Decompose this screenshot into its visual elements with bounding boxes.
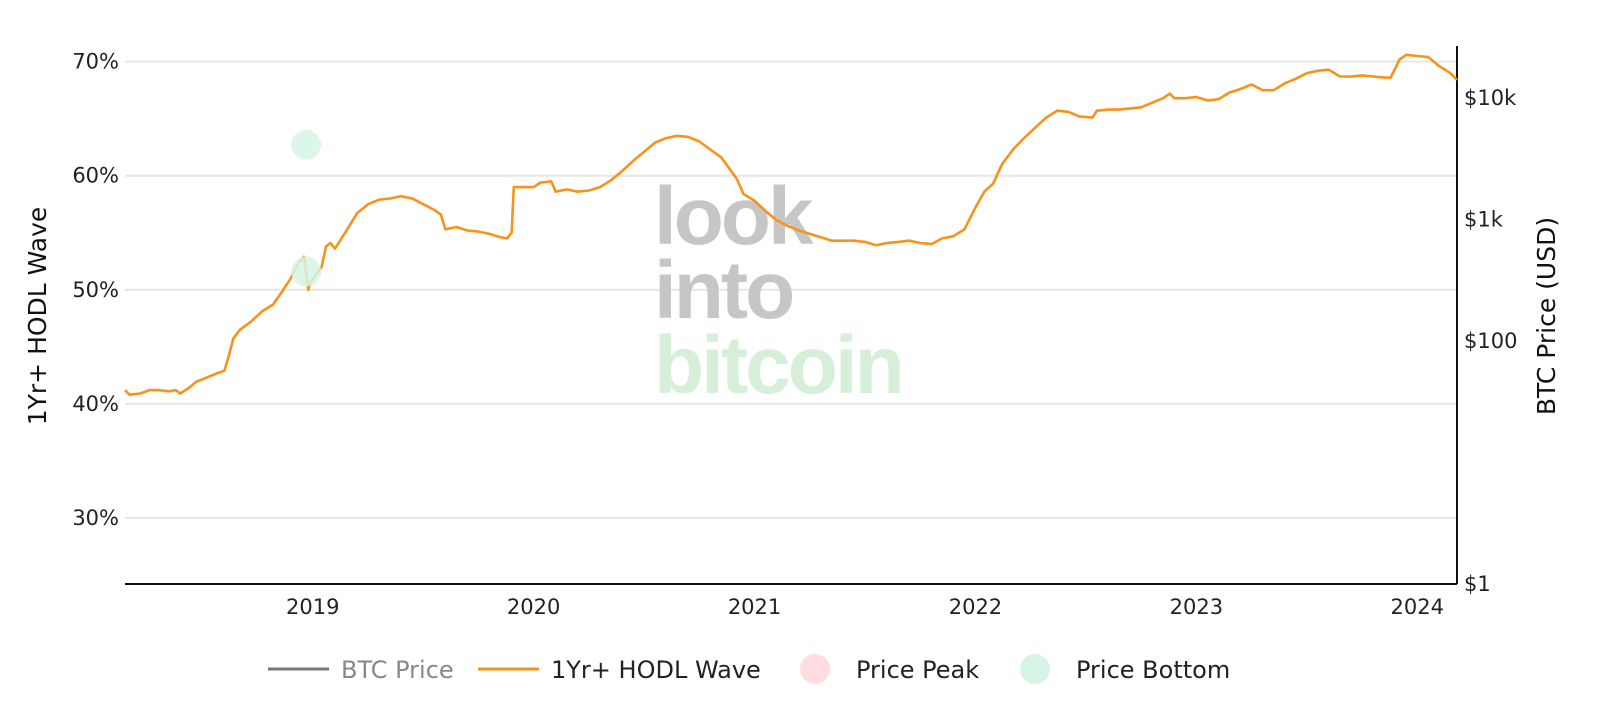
watermark-text: into (654, 245, 792, 336)
tick-labels: 30% 40% 50% 60% 70% 2019 2020 2021 2022 2023 2024 $… (72, 50, 1517, 619)
y-tick-label: 50% (72, 278, 119, 302)
y-tick-label: 30% (72, 506, 119, 530)
x-tick-label: 2022 (949, 595, 1002, 619)
y2-tick-label: $10k (1464, 86, 1517, 110)
legend-label: Price Bottom (1076, 656, 1230, 684)
gridlines (125, 60, 1457, 519)
y-tick-label: 70% (72, 50, 119, 74)
price-bottom-marker (291, 129, 322, 160)
x-tick-label: 2023 (1170, 595, 1223, 619)
watermark-text: look (654, 171, 814, 262)
x-tick-label: 2020 (507, 595, 560, 619)
x-tick-label: 2021 (728, 595, 781, 619)
price-markers (291, 129, 322, 287)
y-axis-title: 1Yr+ HODL Wave (23, 207, 52, 426)
y2-axis-title: BTC Price (USD) (1532, 217, 1561, 415)
watermark-text: bitcoin (654, 320, 902, 411)
legend-circle-swatch (800, 654, 830, 684)
price-bottom-marker (291, 256, 322, 287)
legend-label: 1Yr+ HODL Wave (551, 656, 761, 684)
x-tick-label: 2024 (1391, 595, 1444, 619)
y2-tick-label: $100 (1464, 329, 1517, 353)
legend-label: Price Peak (856, 656, 979, 684)
legend: BTC Price 1Yr+ HODL Wave Price Peak Price B… (268, 654, 1230, 684)
axes (125, 46, 1458, 585)
legend-label: BTC Price (341, 656, 454, 684)
legend-circle-swatch (1020, 654, 1050, 684)
y-tick-label: 60% (72, 164, 119, 188)
y-tick-label: 40% (72, 392, 119, 416)
y2-tick-label: $1 (1464, 572, 1491, 596)
y2-tick-label: $1k (1464, 207, 1504, 231)
x-tick-label: 2019 (286, 595, 339, 619)
